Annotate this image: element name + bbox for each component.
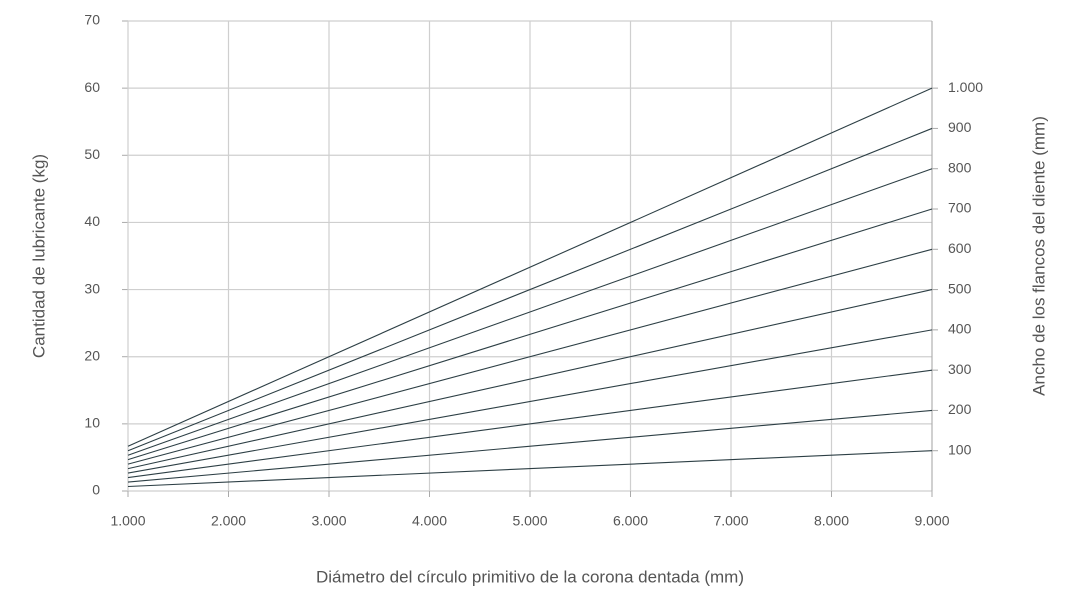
y-tick-label: 70 [84, 12, 100, 28]
series-line [127, 409, 933, 483]
x-tick-label: 6.000 [613, 513, 648, 529]
y-axis-label: Cantidad de lubricante (kg) [29, 154, 48, 358]
y-tick-label: 40 [84, 213, 100, 229]
x-tick-label: 8.000 [814, 513, 849, 529]
series-line [127, 450, 933, 488]
y-tick-label: 20 [84, 347, 100, 363]
y-tick-label: 30 [84, 280, 100, 296]
x-tick-label: 3.000 [311, 513, 346, 529]
y2-axis-label: Ancho de los flancos del diente (mm) [1029, 116, 1048, 396]
y2-tick-label: 400 [948, 321, 972, 337]
series-line [127, 168, 933, 456]
series-line [127, 208, 933, 461]
series-line [127, 289, 933, 470]
x-tick-label: 5.000 [512, 513, 547, 529]
series-line [127, 369, 933, 479]
y2-tick-label: 600 [948, 240, 972, 256]
y2-tick-label: 300 [948, 361, 972, 377]
x-tick-label: 4.000 [412, 513, 447, 529]
x-tick-label: 9.000 [914, 513, 949, 529]
series-line [127, 248, 933, 465]
y2-tick-label: 800 [948, 159, 972, 175]
x-axis-label: Diámetro del círculo primitivo de la cor… [316, 567, 744, 586]
y2-tick-label: 200 [948, 401, 972, 417]
y2-tick-label: 1.000 [948, 79, 983, 95]
series-line [127, 127, 933, 452]
y2-tick-label: 500 [948, 280, 972, 296]
y2-tick-label: 700 [948, 200, 972, 216]
x-tick-label: 2.000 [211, 513, 246, 529]
y-tick-label: 60 [84, 79, 100, 95]
series-line [127, 87, 933, 447]
x-tick-label: 7.000 [713, 513, 748, 529]
y-tick-label: 50 [84, 146, 100, 162]
y-tick-label: 0 [92, 482, 100, 498]
y2-tick-label: 900 [948, 119, 972, 135]
x-tick-label: 1.000 [110, 513, 145, 529]
y2-tick-label: 100 [948, 441, 972, 457]
series-line [127, 329, 933, 474]
y-tick-label: 10 [84, 415, 100, 431]
